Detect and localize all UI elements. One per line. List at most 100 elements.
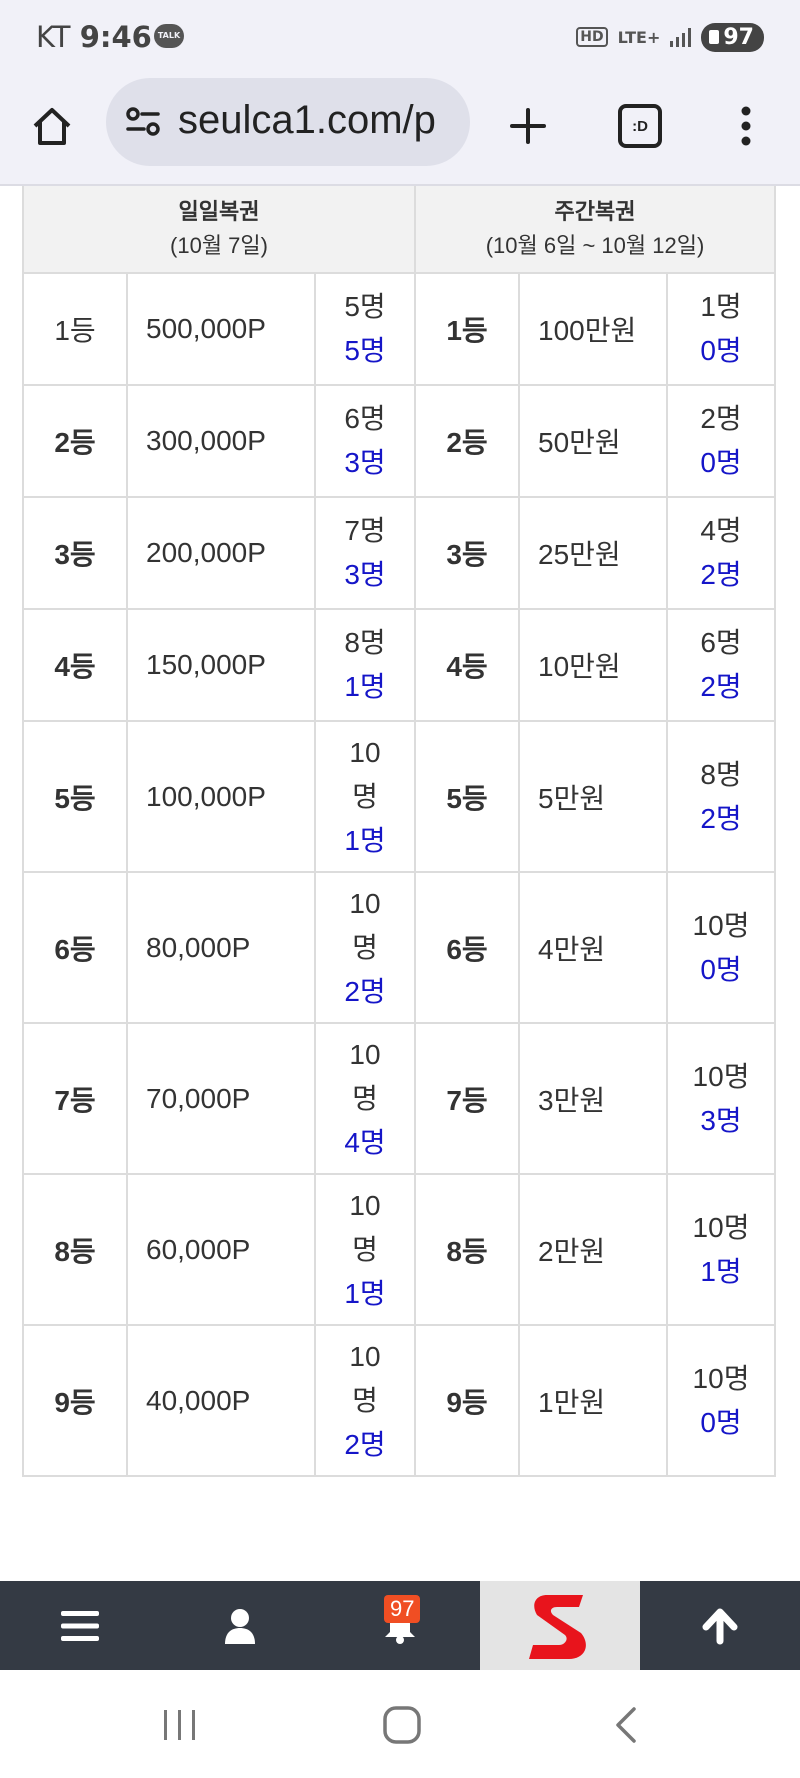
daily-winners: 1명 (344, 1277, 386, 1309)
weekly-count: 1명 0명 (666, 272, 776, 386)
daily-count: 10 명 2명 (314, 871, 416, 1024)
daily-rank: 4등 (22, 608, 128, 722)
url-text[interactable]: seulca1.com/p (178, 98, 436, 142)
daily-prize: 500,000P (126, 272, 316, 386)
weekly-winners: 1명 (700, 1255, 742, 1287)
daily-rank: 3등 (22, 496, 128, 610)
daily-winners: 4명 (344, 1126, 386, 1158)
daily-prize: 80,000P (126, 871, 316, 1024)
table-row: 6등 80,000P 10 명 2명 6등 4만원 10명 0명 (22, 871, 776, 1024)
table-row: 9등 40,000P 10 명 2명 9등 1만원 10명 0명 (22, 1324, 776, 1477)
home-nav-button[interactable] (372, 1700, 432, 1750)
daily-lottery-title: 일일복권 (178, 199, 260, 224)
weekly-rank: 3등 (414, 496, 520, 610)
daily-prize: 300,000P (126, 384, 316, 498)
weekly-count: 10명 0명 (666, 1324, 776, 1477)
weekly-count: 4명 2명 (666, 496, 776, 610)
daily-quota: 8명 (344, 627, 386, 658)
weekly-count: 10명 0명 (666, 871, 776, 1024)
daily-count: 10 명 2명 (314, 1324, 416, 1477)
table-header-row: 일일복권 (10월 7일) 주간복권 (10월 6일 ~ 10월 12일) (22, 186, 776, 274)
page-content[interactable]: 일일복권 (10월 7일) 주간복권 (10월 6일 ~ 10월 12일) 1등… (0, 186, 800, 1582)
daily-winners: 2명 (344, 1428, 386, 1460)
daily-rank: 6등 (22, 871, 128, 1024)
browser-menu-button[interactable] (714, 94, 778, 158)
table-row: 2등 300,000P 6명 3명 2등 50만원 2명 0명 (22, 384, 776, 498)
recent-apps-button[interactable] (150, 1700, 210, 1750)
weekly-prize: 1만원 (518, 1324, 668, 1477)
daily-winners: 1명 (344, 824, 386, 856)
menu-button[interactable] (0, 1581, 160, 1670)
site-settings-icon[interactable] (124, 104, 164, 140)
daily-prize: 200,000P (126, 496, 316, 610)
weekly-rank: 1등 (414, 272, 520, 386)
daily-count: 8명 1명 (314, 608, 416, 722)
battery-level: 97 (723, 24, 754, 50)
hd-voice-icon: HD (576, 27, 608, 47)
daily-quota: 10 명 (349, 1038, 381, 1114)
daily-count: 10 명 1명 (314, 720, 416, 873)
weekly-winners: 0명 (700, 447, 742, 478)
daily-quota: 10 명 (349, 1340, 381, 1416)
weekly-winners: 0명 (700, 953, 742, 985)
daily-count: 10 명 4명 (314, 1022, 416, 1175)
carrier-label: KT (36, 20, 71, 54)
weekly-winners: 0명 (700, 335, 742, 366)
weekly-prize: 4만원 (518, 871, 668, 1024)
account-button[interactable] (160, 1581, 320, 1670)
weekly-winners: 2명 (700, 671, 742, 702)
kakaotalk-icon: TALK (154, 24, 184, 48)
address-bar[interactable]: seulca1.com/p (106, 78, 470, 166)
daily-rank: 8등 (22, 1173, 128, 1326)
daily-rank: 2등 (22, 384, 128, 498)
daily-quota: 10 명 (349, 887, 381, 963)
daily-lottery-header: 일일복권 (10월 7일) (22, 186, 416, 274)
back-nav-button[interactable] (596, 1700, 656, 1750)
table-row: 3등 200,000P 7명 3명 3등 25만원 4명 2명 (22, 496, 776, 610)
weekly-count: 6명 2명 (666, 608, 776, 722)
user-icon (225, 1608, 255, 1644)
daily-rank: 1등 (22, 272, 128, 386)
weekly-prize: 3만원 (518, 1022, 668, 1175)
weekly-lottery-header: 주간복권 (10월 6일 ~ 10월 12일) (414, 186, 776, 274)
tab-switcher-button[interactable]: :D (608, 94, 672, 158)
new-tab-button[interactable] (496, 94, 560, 158)
weekly-rank: 7등 (414, 1022, 520, 1175)
weekly-count: 8명 2명 (666, 720, 776, 873)
arrow-up-icon (702, 1608, 738, 1644)
notifications-button[interactable]: 97 (320, 1581, 480, 1670)
daily-winners: 2명 (344, 975, 386, 1007)
weekly-prize: 5만원 (518, 720, 668, 873)
weekly-rank: 9등 (414, 1324, 520, 1477)
daily-count: 7명 3명 (314, 496, 416, 610)
carrier-time: KT 9:46 (36, 20, 152, 54)
weekly-rank: 6등 (414, 871, 520, 1024)
daily-count: 5명 5명 (314, 272, 416, 386)
weekly-prize: 2만원 (518, 1173, 668, 1326)
notification-count-badge: 97 (384, 1595, 421, 1623)
browser-toolbar: seulca1.com/p :D (0, 72, 800, 186)
home-icon (33, 108, 71, 145)
daily-rank: 5등 (22, 720, 128, 873)
weekly-winners: 3명 (700, 1104, 742, 1136)
home-button[interactable] (20, 94, 84, 158)
battery-icon: 97 (701, 22, 764, 52)
site-logo (529, 1594, 586, 1659)
daily-quota: 7명 (344, 515, 386, 546)
back-icon (616, 1707, 636, 1743)
weekly-quota: 10명 (692, 1211, 750, 1243)
daily-winners: 3명 (344, 447, 386, 478)
recents-icon (164, 1710, 195, 1740)
weekly-quota: 10명 (692, 1060, 750, 1092)
weekly-lottery-date: (10월 6일 ~ 10월 12일) (485, 233, 705, 258)
weekly-quota: 10명 (692, 909, 750, 941)
table-row: 5등 100,000P 10 명 1명 5등 5만원 8명 2명 (22, 720, 776, 873)
daily-quota: 10 명 (349, 736, 381, 812)
weekly-winners: 0명 (700, 1406, 742, 1438)
scroll-top-button[interactable] (640, 1581, 800, 1670)
daily-lottery-date: (10월 7일) (170, 233, 268, 258)
daily-count: 10 명 1명 (314, 1173, 416, 1326)
plus-icon (510, 108, 546, 144)
weekly-lottery-title: 주간복권 (554, 199, 636, 224)
site-logo-button[interactable] (480, 1581, 640, 1670)
